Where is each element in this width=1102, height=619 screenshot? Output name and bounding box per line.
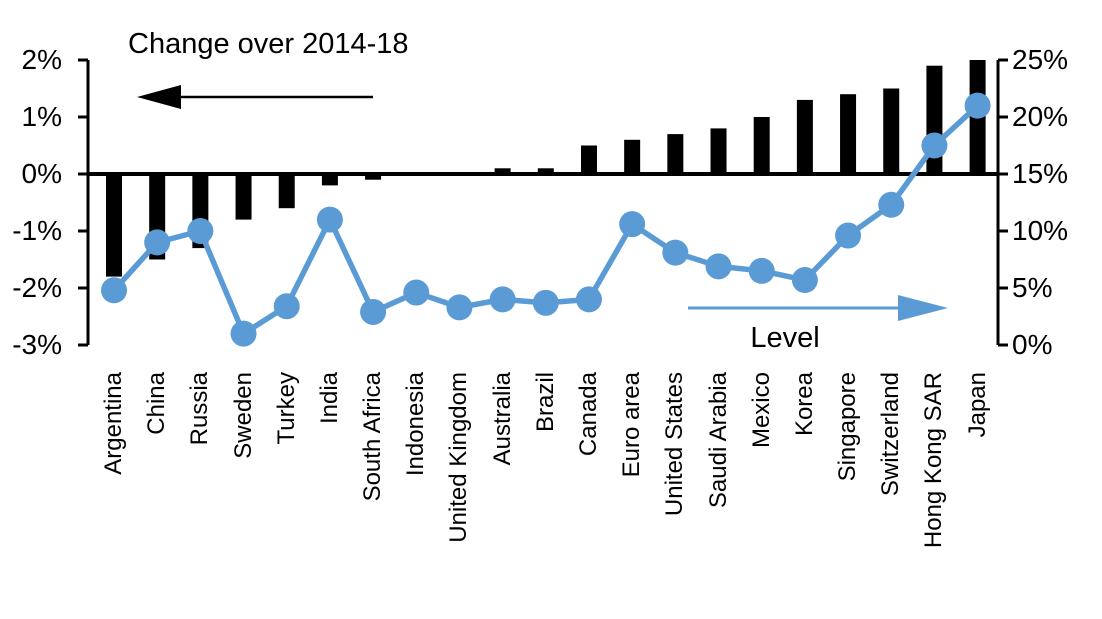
line-series-label: Level [750,322,820,354]
bar [321,174,338,186]
left-axis-tick-label: -1% [12,215,62,246]
x-axis-label: Russia [186,372,214,446]
right-axis-tick-label: 0% [1012,329,1053,360]
left-axis-tick-label: 0% [21,158,62,189]
left-axis-tick-label: 2% [21,44,62,75]
x-axis-label: United Kingdom [445,372,473,543]
x-axis-label: Sweden [229,372,257,459]
left-arrow-icon [137,85,181,109]
x-axis-label: Brazil [531,372,559,433]
x-axis-label: South Africa [359,372,387,502]
level-point [403,279,430,306]
x-axis-label: Korea [790,372,818,437]
right-axis-tick-label: 5% [1012,272,1053,303]
right-axis-tick-label: 25% [1012,44,1069,75]
x-axis-label: Australia [488,372,516,466]
level-point [187,218,214,244]
bar [580,145,597,174]
right-axis-tick-label: 10% [1012,215,1069,246]
x-axis-label: Japan [963,372,991,438]
x-axis-label: Singapore [834,372,862,482]
right-axis-tick-label: 20% [1012,101,1069,132]
bar [883,88,900,174]
level-point [791,267,818,294]
right-arrow-icon [898,295,948,321]
level-point [316,206,343,233]
left-axis-tick-label: -2% [12,272,62,303]
level-point [273,293,300,320]
level-point [748,257,775,284]
x-axis-label: Mexico [747,372,775,449]
bar [753,117,770,174]
level-point [705,253,732,280]
x-axis-label: Indonesia [402,372,430,477]
bar [710,128,727,174]
right-axis-tick-label: 15% [1012,158,1069,189]
x-axis-label: India [315,372,343,425]
level-point [964,92,991,119]
level-point [835,222,862,249]
bar [796,99,813,174]
x-axis-label: Euro area [618,372,646,478]
bar [667,134,684,174]
x-axis-label: China [143,372,171,435]
level-point [101,277,127,304]
bar [840,94,857,174]
x-axis-label: Switzerland [877,372,905,497]
bar [537,168,554,174]
x-axis-label: Turkey [272,372,300,445]
bar [106,174,122,277]
level-point [230,320,257,347]
bar [235,174,252,220]
level-point [532,289,559,316]
x-axis-label: Hong Kong SAR [920,372,948,549]
x-axis-label: Canada [574,372,602,457]
bar [494,168,511,174]
level-point [489,286,516,313]
level-point [662,239,689,266]
x-axis-label: Argentina [100,372,127,475]
level-point [144,229,171,256]
bar [365,174,382,180]
x-axis-label: United States [661,372,689,517]
bar [624,139,641,174]
left-axis-tick-label: -3% [12,329,62,360]
level-point [878,191,905,218]
x-axis-label: Saudi Arabia [704,372,732,509]
level-point [360,298,387,325]
left-axis-tick-label: 1% [21,101,62,132]
level-point [619,211,646,238]
level-point [921,132,948,159]
bar-series-title: Change over 2014-18 [128,28,409,60]
level-point [575,286,602,313]
bar [278,174,295,209]
level-point [446,294,473,321]
